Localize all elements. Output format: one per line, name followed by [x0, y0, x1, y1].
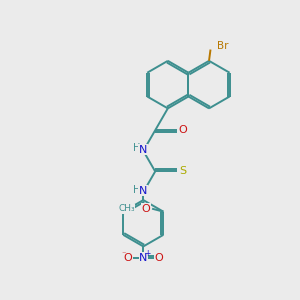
Text: O: O: [178, 125, 187, 135]
Text: N: N: [139, 253, 148, 263]
Text: N: N: [139, 145, 147, 155]
Text: ⁻: ⁻: [122, 249, 126, 258]
Text: CH₃: CH₃: [118, 204, 135, 213]
Text: H: H: [133, 185, 140, 195]
Text: +: +: [144, 249, 151, 258]
Text: S: S: [179, 167, 186, 176]
Text: H: H: [133, 143, 140, 154]
Text: O: O: [154, 253, 163, 263]
Text: N: N: [139, 186, 147, 196]
Text: Br: Br: [217, 41, 229, 51]
Text: O: O: [142, 204, 151, 214]
Text: O: O: [124, 253, 132, 263]
